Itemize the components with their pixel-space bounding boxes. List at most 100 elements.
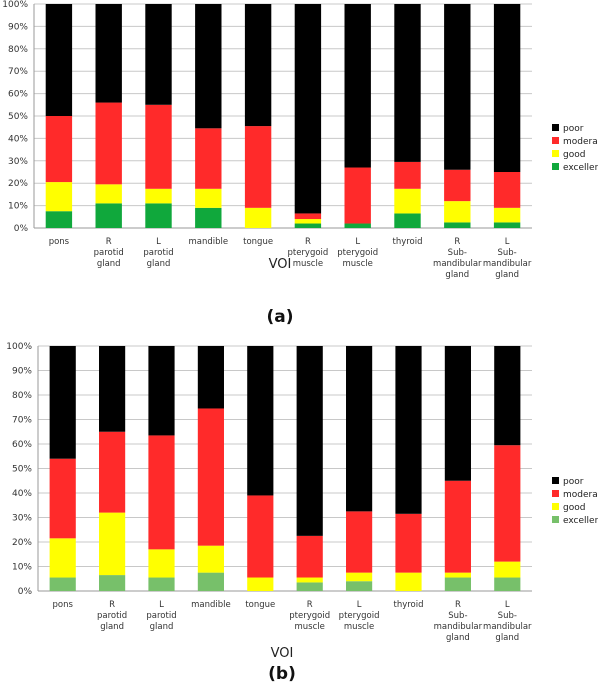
x-tick-label-line: parotid [146,611,176,621]
y-tick-label: 30% [12,514,32,524]
y-tick-label: 20% [12,538,32,548]
x-tick-label-line: thyroid [392,237,422,247]
legend-swatch [552,124,559,131]
legend: poor moderate good excellent [552,477,598,526]
legend-swatch [552,516,559,523]
x-tick-label: mandible [188,237,228,247]
x-tick-label-line: pterygoid [289,611,330,621]
bar-moderate [493,172,521,208]
legend-swatch [552,163,559,170]
x-tick-label-line: parotid [94,248,124,258]
y-tick-label: 50% [8,112,28,122]
bar-good [346,572,373,582]
y-tick-label: 40% [12,489,32,499]
bar-poor [145,4,172,105]
bar-poor [395,346,422,514]
bar-excellent [99,575,126,591]
bar-good [49,538,76,578]
legend-label: moderate [563,490,598,500]
legend-label: excellent [563,163,598,173]
y-tick-label: 100% [6,342,32,352]
bar-good [294,219,322,224]
bar-excellent [344,223,371,228]
bar-good [444,572,471,578]
bar-moderate [148,435,175,550]
bar-excellent [145,203,172,228]
y-tick-label: 20% [8,179,28,189]
bar-excellent [394,213,421,228]
bar-moderate [444,169,471,202]
y-tick-label: 60% [8,90,28,100]
x-tick-label-line: muscle [295,622,325,632]
y-tick-label: 70% [8,67,28,77]
bar-poor [296,346,323,536]
x-tick-label: tongue [245,600,275,610]
bar-excellent [148,577,175,591]
bar-poor [197,346,224,409]
x-tick-label-line: R [109,600,115,610]
bar-excellent [444,577,471,591]
bar-moderate [244,126,272,208]
x-tick-label-line: pterygoid [287,248,328,258]
bar-excellent [296,582,323,591]
bar-good [197,545,224,573]
bar-poor [244,4,272,127]
legend-swatch [552,477,559,484]
x-tick-label-line: L [156,237,161,247]
bar-moderate [247,495,274,578]
x-tick-label-line: pons [52,600,73,610]
y-tick-label: 70% [12,416,32,426]
bar-good [394,188,421,214]
y-tick-label: 30% [8,157,28,167]
x-tick-label-line: Sub- [448,611,467,621]
legend-swatch [552,150,559,157]
bar-excellent [195,207,222,228]
x-tick-label-line: gland [150,622,174,632]
bar-good [244,207,272,228]
bar-excellent [494,577,521,591]
x-tick-label-line: gland [495,633,519,643]
bar-good [145,188,172,204]
bar-moderate [99,431,126,513]
x-tick-label: thyroid [393,600,423,610]
y-tick-label: 100% [2,0,28,10]
y-tick-label: 10% [12,563,32,573]
legend-swatch [552,503,559,510]
bar-good [444,201,471,223]
bar-good [494,561,521,578]
x-tick-label-line: mandibular [483,622,532,632]
x-tick-label-line: Sub- [448,248,467,258]
bar-poor [444,4,471,170]
legend-label: poor [563,477,584,487]
x-tick-label: pons [52,600,73,610]
bar-moderate [197,408,224,546]
x-tick-label-line: mandible [191,600,231,610]
bar-moderate [344,167,371,224]
y-tick-label: 40% [8,134,28,144]
y-tick-label: 90% [8,22,28,32]
x-tick-label-line: gland [100,622,124,632]
bar-moderate [95,102,122,185]
legend-label: good [563,150,585,160]
x-tick-label-line: gland [445,270,469,280]
y-tick-label: 0% [14,224,29,234]
bar-poor [148,346,175,436]
bar-good [296,577,323,583]
bar-good [95,184,122,204]
x-tick-label-line: R [455,600,461,610]
bar-moderate [444,480,471,573]
bar-good [99,512,126,576]
legend-swatch [552,137,559,144]
bar-moderate [395,513,422,573]
bar-poor [494,346,521,446]
x-axis-label: VOI [269,257,292,272]
bar-poor [294,4,322,214]
